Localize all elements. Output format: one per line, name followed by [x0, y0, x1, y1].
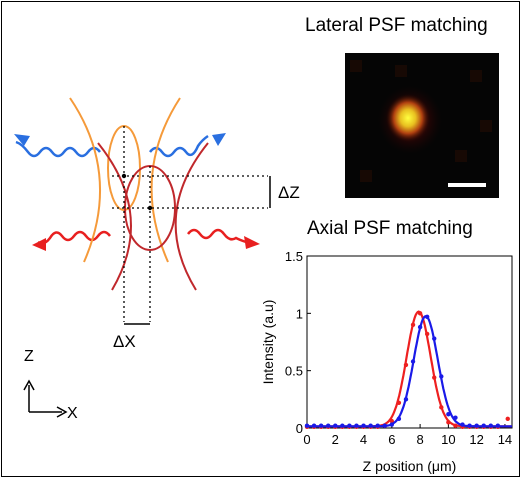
red-center-dot [147, 205, 153, 211]
y-axis-label: Intensity (a.u) [260, 300, 276, 385]
series-1-point [467, 423, 472, 428]
series-1-point [311, 423, 317, 428]
series-0-point [389, 418, 395, 424]
series-0-point [403, 362, 409, 368]
x-axis-label: Z position (μm) [363, 458, 457, 474]
series-1-point [389, 422, 395, 427]
x-tick-label: 0 [303, 432, 310, 447]
lateral-psf-image [345, 53, 499, 198]
guide-lines [112, 126, 268, 322]
series-0-point [410, 322, 416, 327]
series-0-point [439, 405, 444, 410]
series-1-point [304, 423, 310, 428]
series-1-point [410, 359, 416, 364]
axial-psf-chart: 0 2 4 6 8 10 12 14 0 0.5 1 1.5 Z position (μm) Intens… [260, 249, 513, 474]
series-0-point [417, 311, 423, 316]
x-tick-label: 2 [332, 432, 339, 447]
blue-wave-arrow-left [14, 134, 101, 158]
delta-z-label: ΔZ [278, 183, 300, 202]
series-1-point [382, 423, 387, 428]
series-1-point [340, 423, 345, 428]
series-1-point [403, 397, 409, 402]
series-1-point [460, 422, 465, 427]
series-1-point [432, 336, 437, 341]
series-1-point [417, 324, 423, 330]
series-1-point [347, 423, 352, 428]
series-1-point [361, 423, 366, 428]
plot-frame [306, 255, 513, 429]
series-1-point [488, 423, 493, 428]
series-1-point [354, 423, 359, 428]
x-tick-label: 6 [388, 432, 395, 447]
series-1-point [375, 423, 380, 428]
red-wave-arrow-left [32, 230, 111, 251]
series-1-point [318, 423, 324, 428]
series-1-point [326, 423, 331, 428]
series-0-point [424, 331, 430, 337]
series-0-point [396, 400, 402, 405]
series-1-point [495, 423, 501, 428]
x-tick-label: 12 [469, 432, 483, 447]
series-1-point [333, 423, 338, 428]
y-tick-label: 1.5 [285, 249, 303, 264]
red-psf [97, 142, 209, 291]
delta-x-label: ΔX [113, 332, 136, 351]
series-1-point [474, 423, 479, 428]
blue-wave-arrow-right [149, 133, 226, 158]
series-1-point [481, 423, 486, 428]
series-0-point [432, 375, 437, 380]
lateral-title: Lateral PSF matching [305, 15, 488, 36]
series-1-point [446, 412, 451, 417]
psf-schematic: ΔZ ΔX [14, 97, 300, 351]
series-0-point [446, 420, 451, 425]
axial-title: Axial PSF matching [307, 218, 473, 239]
axis-indicator: Z X [23, 348, 78, 422]
y-tick-label: 0.5 [285, 364, 303, 379]
series-1-point [439, 374, 444, 379]
red-wave-arrow-right [187, 228, 260, 249]
series-1-point [368, 423, 373, 428]
x-tick-label: 10 [441, 432, 455, 447]
series-0-point [505, 416, 510, 422]
axis-z-label: Z [24, 348, 34, 365]
series-1-point [396, 416, 402, 422]
orange-center-dot [121, 173, 127, 179]
x-tick-label: 8 [416, 432, 423, 447]
series-1-point [453, 415, 458, 420]
scale-bar [448, 183, 486, 187]
series-0-fit-line [307, 310, 512, 428]
series-1-fit-line [307, 315, 512, 428]
y-tick-label: 1 [296, 306, 303, 321]
axis-x-label: X [67, 405, 78, 422]
series-1-point [424, 314, 430, 319]
y-tick-label: 0 [296, 421, 303, 436]
x-tick-label: 4 [360, 432, 367, 447]
series-0-point [453, 423, 458, 428]
x-tick-label: 14 [498, 432, 512, 447]
